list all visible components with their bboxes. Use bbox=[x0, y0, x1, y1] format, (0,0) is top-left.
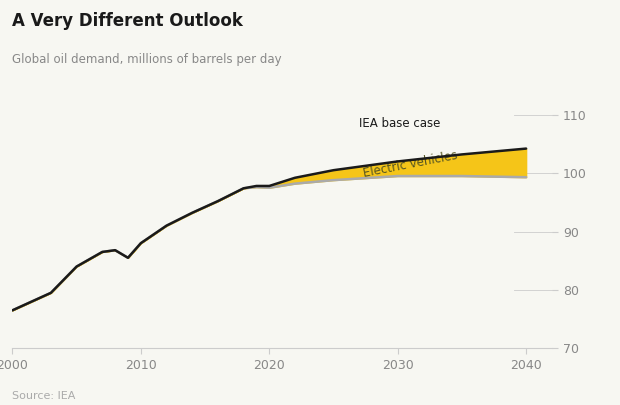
Text: Electric vehicles: Electric vehicles bbox=[362, 149, 459, 180]
Text: A Very Different Outlook: A Very Different Outlook bbox=[12, 12, 243, 30]
Text: IEA base case: IEA base case bbox=[359, 117, 441, 130]
Text: Global oil demand, millions of barrels per day: Global oil demand, millions of barrels p… bbox=[12, 53, 282, 66]
Text: Source: IEA: Source: IEA bbox=[12, 391, 76, 401]
